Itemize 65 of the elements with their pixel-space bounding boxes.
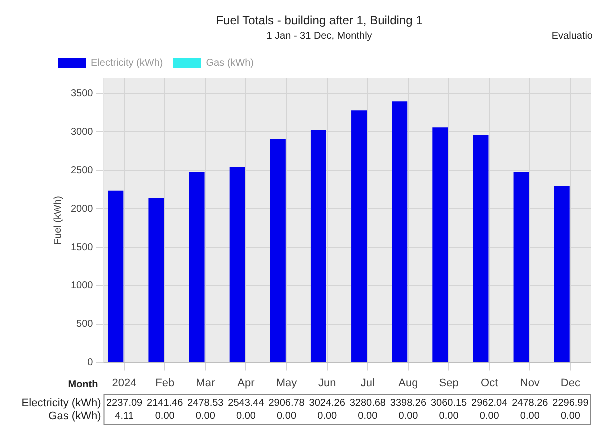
data-label: 3280.68 [350,398,386,410]
x-tick-label: Aug [398,377,418,390]
data-label: 2962.04 [472,398,508,410]
x-axis-title: Month [68,380,98,391]
data-label: 0.00 [520,411,540,422]
legend-label: Electricity (kWh) [91,58,164,70]
data-label: 0.00 [155,411,176,422]
x-tick-label: May [276,377,298,390]
text: Gas (kWh) [48,410,102,422]
legend-label: Gas (kWh) [206,58,254,70]
x-tick-label: Oct [481,377,498,390]
chart-title: Fuel Totals - building after 1, Building 1 [216,14,424,28]
bar [230,167,246,362]
bar [514,172,530,362]
x-tick-label: Jun [318,377,336,390]
bar [310,130,326,362]
y-tick-label: 3000 [70,126,94,138]
data-label: 0.00 [318,411,338,422]
y-tick-label: 2500 [70,165,94,176]
x-tick-label: Sep [439,377,459,390]
data-label: 2543.44 [228,398,265,410]
data-label: 3060.15 [430,398,468,410]
y-tick-label: 1500 [70,242,94,254]
x-tick-label: 2024 [112,377,137,390]
chart-subtitle: 1 Jan - 31 Dec, Monthly [266,31,372,42]
bar [148,198,164,362]
y-tick-label: 500 [76,319,94,330]
data-label: 0.00 [398,411,419,422]
data-label: 0.00 [439,411,460,422]
data-label: 2478.53 [188,398,224,410]
data-label: 2906.78 [268,398,306,410]
data-label: 2296.99 [552,398,590,410]
x-tick-label: Mar [196,377,216,390]
bar [189,172,205,362]
bar [392,102,408,362]
bar [270,139,286,362]
data-label: 3024.26 [309,398,346,410]
x-tick-label: Jul [360,377,375,390]
y-tick-label: 2000 [70,204,94,215]
data-label: 2237.09 [106,398,144,410]
text: Electricity (kWh) [22,397,102,410]
data-label: 0.00 [196,411,216,422]
data-label: 0.00 [236,411,256,422]
x-tick-label: Dec [560,377,581,390]
bar [352,110,368,362]
x-tick-label: Apr [238,377,256,390]
x-tick-label: Nov [520,377,540,390]
data-label: 0.00 [560,411,581,422]
data-label: 3398.26 [390,398,427,410]
bar [432,128,448,362]
y-tick-label: 1000 [70,280,94,292]
data-label: 2141.46 [147,398,184,410]
bar [108,190,124,362]
y-tick-label: 0 [88,358,94,369]
x-tick-label: Feb [156,377,175,390]
bar [554,186,570,362]
data-label: 2478.26 [512,398,549,410]
data-label: 0.00 [277,411,297,422]
data-label: 0.00 [358,411,378,422]
data-label: 4.11 [115,411,134,422]
y-tick-label: 3500 [70,88,94,100]
bar [473,135,489,362]
y-axis-title: Fuel (kWh) [52,196,64,246]
text: Evaluatio [552,30,594,42]
data-label: 0.00 [480,411,500,422]
